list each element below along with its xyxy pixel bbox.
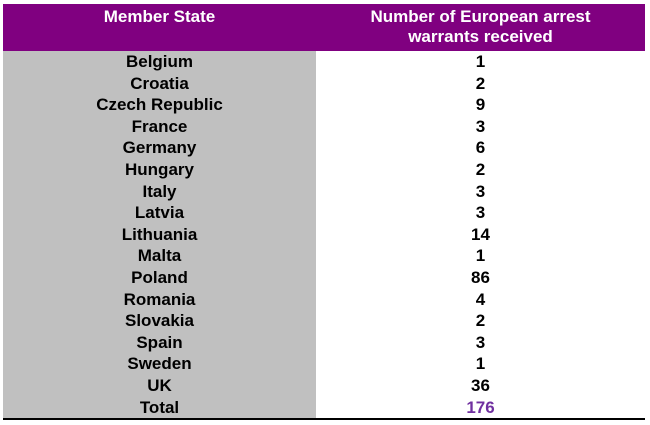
- warrants-count-cell: 86: [471, 267, 490, 287]
- warrants-count-cell: 1: [475, 354, 486, 374]
- table-bottom-rule: [3, 418, 645, 421]
- warrants-column: 1 2 9 3 6 2 3 3 14 1 86 4 2 3 1 36 176: [316, 51, 645, 419]
- warrants-count-cell: 3: [475, 203, 486, 223]
- header-warrants-count: Number of European arrest warrants recei…: [316, 4, 645, 51]
- table-body: Belgium Croatia Czech Republic France German…: [3, 51, 645, 419]
- warrants-count-cell: 14: [471, 224, 490, 244]
- warrants-count-cell: 3: [475, 116, 486, 136]
- total-value: 176: [466, 397, 495, 417]
- total-label: Total: [139, 397, 180, 417]
- member-state-cell: Malta: [137, 246, 182, 266]
- member-state-cell: Lithuania: [121, 224, 198, 244]
- member-state-cell: Italy: [142, 181, 177, 201]
- member-state-cell: Romania: [123, 289, 196, 309]
- member-state-cell: UK: [147, 375, 172, 395]
- warrants-count-cell: 2: [475, 73, 486, 93]
- member-state-cell: Poland: [131, 267, 188, 287]
- arrest-warrants-table: Member State Number of European arrest w…: [3, 4, 645, 421]
- member-state-cell: Belgium: [125, 52, 194, 71]
- warrants-count-cell: 4: [475, 289, 486, 309]
- warrants-count-cell: 3: [475, 332, 486, 352]
- member-state-cell: Sweden: [127, 354, 192, 374]
- member-state-cell: Czech Republic: [96, 95, 223, 115]
- member-state-cell: Latvia: [134, 203, 185, 223]
- header-member-state: Member State: [103, 7, 216, 26]
- member-state-cell: Spain: [136, 332, 183, 352]
- warrants-count-cell: 2: [475, 311, 486, 331]
- member-state-cell: Slovakia: [125, 311, 194, 331]
- warrants-count-cell: 9: [475, 95, 486, 115]
- header-warrants-line1: Number of European arrest: [370, 7, 591, 26]
- member-state-cell: France: [131, 116, 188, 136]
- warrants-count-cell: 3: [475, 181, 486, 201]
- member-state-cell: Hungary: [125, 159, 194, 179]
- member-state-column: Belgium Croatia Czech Republic France German…: [3, 51, 316, 419]
- warrants-count-cell: 1: [475, 246, 486, 266]
- member-state-cell: Germany: [122, 138, 197, 158]
- warrants-count-cell: 36: [471, 375, 490, 395]
- header-warrants-line2: warrants received: [408, 27, 553, 46]
- member-state-cell: Croatia: [130, 73, 189, 93]
- warrants-count-cell: 1: [475, 52, 486, 71]
- table-header: Member State Number of European arrest w…: [3, 4, 645, 51]
- warrants-count-cell: 2: [475, 159, 486, 179]
- warrants-count-cell: 6: [475, 138, 486, 158]
